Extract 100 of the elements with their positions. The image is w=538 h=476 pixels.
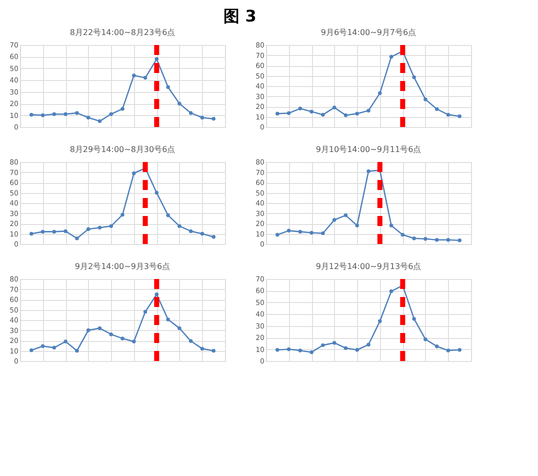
point [344,113,348,118]
point [120,106,124,111]
point [75,236,79,240]
point [120,212,124,217]
point [188,339,193,343]
point [75,111,79,115]
point [446,112,450,117]
point [40,230,45,234]
point [298,230,302,234]
point [389,289,394,294]
point [446,238,450,242]
point [143,310,148,314]
point [166,213,170,218]
chart-title: 9月2号14:00~9月3号6点 [74,262,170,271]
text: 图 3 [224,6,256,26]
point [321,231,325,236]
point [200,346,204,351]
point [332,106,336,110]
point [166,318,170,322]
point [276,348,280,352]
point [276,232,280,237]
point [378,319,382,324]
point [154,190,159,195]
point [143,76,148,80]
point [286,111,291,116]
point [366,342,370,346]
point [434,107,439,111]
point [30,232,34,236]
point [64,112,68,116]
chart-title: 9月6号14:00~9月7号6点 [320,28,416,37]
point [310,110,314,114]
point [286,347,291,352]
point [132,340,136,344]
point [132,171,136,176]
chart-title: 8月29号14:00~8月30号6点 [70,145,176,154]
point [355,348,359,352]
point [109,112,113,116]
point [40,113,45,118]
point [412,316,416,321]
point [212,348,216,353]
point [458,348,462,352]
point [389,54,394,59]
point [344,213,348,218]
point [378,91,382,96]
point [86,227,90,232]
point [52,112,56,116]
chart-title: 9月10号14:00~9月11号6点 [316,145,422,154]
point [389,224,394,228]
point [298,348,302,352]
point [166,85,170,90]
point [366,108,370,112]
point [310,230,314,235]
chart-title: 9月12号14:00~9月13号6点 [316,262,422,271]
point [40,344,45,348]
point [154,292,159,296]
point [366,169,370,174]
point [332,340,336,345]
point [424,237,428,241]
point [286,228,291,233]
point [332,218,336,222]
point [458,238,462,242]
point [98,119,102,124]
point [458,114,462,118]
point [64,229,68,234]
point [30,348,34,352]
point [212,234,216,239]
point [52,230,56,234]
point [200,232,204,236]
point [212,116,216,121]
point [434,344,439,348]
point [132,74,136,78]
point [298,106,302,110]
point [109,224,113,228]
point [321,112,325,117]
point [321,343,325,348]
point [52,346,56,350]
point [178,224,182,228]
point [98,326,102,330]
point [355,112,359,116]
point [434,238,439,242]
point [446,348,450,352]
point [109,332,113,336]
point [64,340,68,344]
point [276,112,280,116]
point [424,97,428,102]
point [412,236,416,240]
point [98,226,102,230]
point [188,229,193,234]
point [178,102,182,106]
point [178,326,182,330]
chart-title: 8月22号14:00~8月23号6点 [70,28,176,37]
point [424,337,428,342]
point [188,111,193,115]
point [86,116,90,120]
point [154,57,159,61]
point [75,348,79,353]
point [86,328,90,332]
point [30,112,34,117]
point [355,224,359,228]
point [120,336,124,340]
